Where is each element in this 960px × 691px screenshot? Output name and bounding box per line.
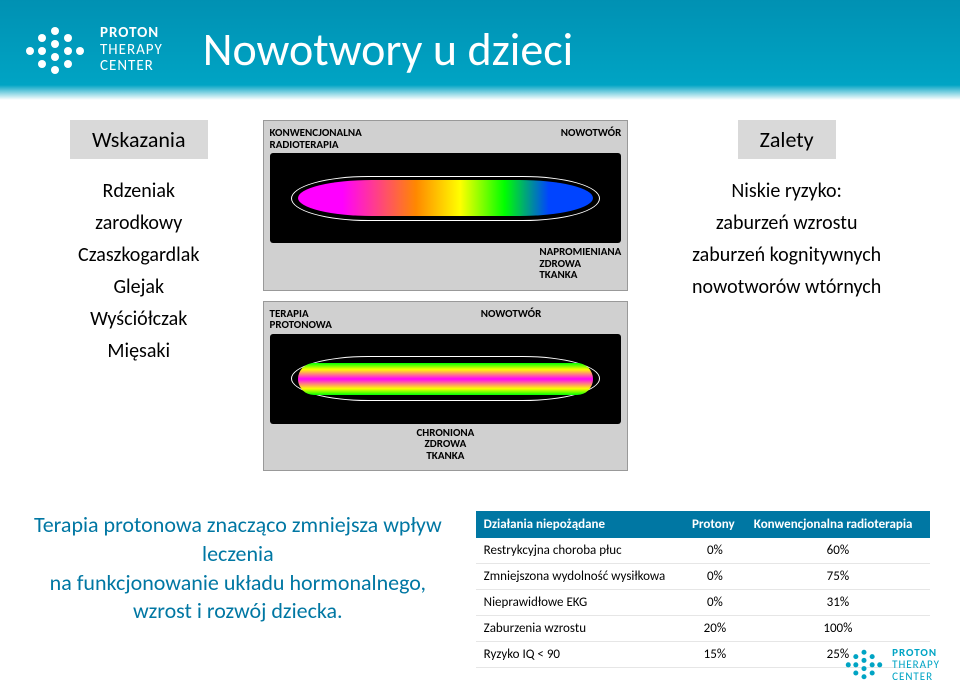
table-cell: 0%	[684, 564, 746, 590]
scan-caption: NOWOTWÓR	[561, 127, 622, 150]
table-cell: Ryzyko IQ < 90	[476, 642, 684, 668]
side-effects-table: Działania niepożądane Protony Konwencjon…	[476, 511, 930, 668]
table-cell: 20%	[684, 616, 746, 642]
scan-caption: NOWOTWÓR	[481, 308, 542, 331]
statement-text: Terapia protonowa znacząco zmniejsza wpł…	[30, 511, 446, 625]
table-header: Konwencjonalna radioterapia	[746, 511, 930, 538]
list-item: Rdzeniak	[30, 179, 248, 203]
list-item: zaburzeń kognitywnych	[643, 243, 930, 267]
indications-column: Wskazania Rdzeniak zarodkowy Czaszkogard…	[30, 120, 248, 371]
advantages-heading: Zalety	[738, 120, 836, 159]
table-row: Nieprawidłowe EKG0%31%	[476, 590, 930, 616]
logo: PROTONTHERAPYCENTER	[20, 23, 163, 78]
table-cell: 0%	[684, 590, 746, 616]
scan-caption: KONWENCJONALNA RADIOTERAPIA	[270, 127, 362, 150]
table-row: Zmniejszona wydolność wysiłkowa0%75%	[476, 564, 930, 590]
footer-logo-text: PROTONTHERAPYCENTER	[892, 647, 940, 683]
header: PROTONTHERAPYCENTER Nowotwory u dzieci	[0, 0, 960, 100]
list-item: Czaszkogardlak	[30, 243, 248, 267]
advantages-column: Zalety Niskie ryzyko: zaburzeń wzrostu z…	[643, 120, 930, 307]
table-cell: 31%	[746, 590, 930, 616]
content: Wskazania Rdzeniak zarodkowy Czaszkogard…	[0, 100, 960, 668]
table-header: Protony	[684, 511, 746, 538]
scan-conventional: KONWENCJONALNA RADIOTERAPIA NOWOTWÓR NAP…	[263, 120, 629, 291]
scan-proton: TERAPIA PROTONOWA NOWOTWÓR CHRONIONA ZDR…	[263, 301, 629, 472]
scan-image	[270, 334, 622, 424]
list-item: zarodkowy	[30, 211, 248, 235]
table-cell: 75%	[746, 564, 930, 590]
slide-title: Nowotwory u dzieci	[203, 22, 573, 78]
scan-caption: TERAPIA PROTONOWA	[270, 308, 332, 331]
table-cell: 60%	[746, 538, 930, 564]
list-item: Mięsaki	[30, 339, 248, 363]
logo-dots-icon	[842, 647, 886, 682]
table-cell: 100%	[746, 616, 930, 642]
list-item: Niskie ryzyko:	[643, 179, 930, 203]
indications-heading: Wskazania	[70, 120, 208, 159]
footer-logo: PROTONTHERAPYCENTER	[842, 647, 940, 683]
table-header: Działania niepożądane	[476, 511, 684, 538]
table-row: Restrykcyjna choroba płuc0%60%	[476, 538, 930, 564]
table-cell: 0%	[684, 538, 746, 564]
table-row: Zaburzenia wzrostu20%100%	[476, 616, 930, 642]
scan-comparison: KONWENCJONALNA RADIOTERAPIA NOWOTWÓR NAP…	[263, 120, 629, 481]
table-cell: Zmniejszona wydolność wysiłkowa	[476, 564, 684, 590]
table-cell: Zaburzenia wzrostu	[476, 616, 684, 642]
list-item: Glejak	[30, 275, 248, 299]
scan-image	[270, 153, 622, 243]
list-item: Wyściółczak	[30, 307, 248, 331]
list-item: zaburzeń wzrostu	[643, 211, 930, 235]
table-cell: 15%	[684, 642, 746, 668]
list-item: nowotworów wtórnych	[643, 275, 930, 299]
table-cell: Nieprawidłowe EKG	[476, 590, 684, 616]
scan-caption: CHRONIONA ZDROWA TKANKA	[416, 427, 474, 462]
logo-dots-icon	[20, 23, 90, 78]
table-cell: Restrykcyjna choroba płuc	[476, 538, 684, 564]
scan-caption: NAPROMIENIANA ZDROWA TKANKA	[539, 246, 621, 281]
logo-text: PROTONTHERAPYCENTER	[100, 25, 163, 75]
